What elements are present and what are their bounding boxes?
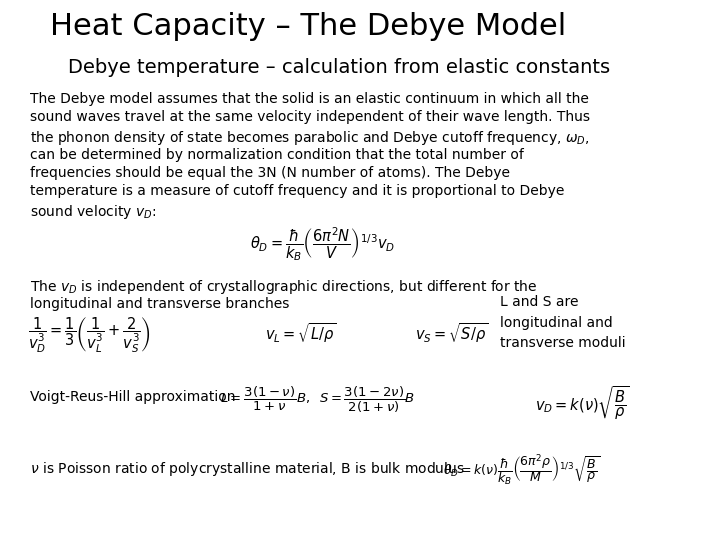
Text: The $v_D$ is independent of crystallographic directions, but different for the: The $v_D$ is independent of crystallogra…: [30, 278, 538, 296]
Text: sound waves travel at the same velocity independent of their wave length. Thus: sound waves travel at the same velocity …: [30, 111, 590, 125]
Text: $\theta_D = k(\nu)\dfrac{\hbar}{k_B}\left(\dfrac{6\pi^2\rho}{M}\right)^{1/3}\sqr: $\theta_D = k(\nu)\dfrac{\hbar}{k_B}\lef…: [443, 452, 600, 488]
Text: $v_D = k(\nu)\sqrt{\dfrac{B}{\rho}}$: $v_D = k(\nu)\sqrt{\dfrac{B}{\rho}}$: [535, 385, 630, 422]
Text: $v_L = \sqrt{L/\rho}$: $v_L = \sqrt{L/\rho}$: [265, 321, 336, 345]
Text: Voigt-Reus-Hill approximation: Voigt-Reus-Hill approximation: [30, 390, 235, 404]
Text: sound velocity $v_D$:: sound velocity $v_D$:: [30, 203, 156, 221]
Text: longitudinal and transverse branches: longitudinal and transverse branches: [30, 297, 289, 311]
Text: $\nu$ is Poisson ratio of polycrystalline material, B is bulk modulus: $\nu$ is Poisson ratio of polycrystallin…: [30, 460, 465, 478]
Text: The Debye model assumes that the solid is an elastic continuum in which all the: The Debye model assumes that the solid i…: [30, 92, 589, 106]
Text: temperature is a measure of cutoff frequency and it is proportional to Debye: temperature is a measure of cutoff frequ…: [30, 185, 564, 199]
Text: $\theta_D = \dfrac{\hbar}{k_B}\left(\dfrac{6\pi^2 N}{V}\right)^{1/3} v_D$: $\theta_D = \dfrac{\hbar}{k_B}\left(\dfr…: [250, 225, 395, 263]
Text: $L = \dfrac{3(1-\nu)}{1+\nu}B,\;\; S = \dfrac{3(1-2\nu)}{2(1+\nu)}B$: $L = \dfrac{3(1-\nu)}{1+\nu}B,\;\; S = \…: [220, 385, 415, 415]
Text: $v_S = \sqrt{S/\rho}$: $v_S = \sqrt{S/\rho}$: [415, 321, 488, 345]
Text: L and S are
longitudinal and
transverse moduli: L and S are longitudinal and transverse …: [500, 295, 626, 350]
Text: can be determined by normalization condition that the total number of: can be determined by normalization condi…: [30, 147, 524, 161]
Text: the phonon density of state becomes parabolic and Debye cutoff frequency, $\omeg: the phonon density of state becomes para…: [30, 129, 590, 147]
Text: Debye temperature – calculation from elastic constants: Debye temperature – calculation from ela…: [68, 58, 610, 77]
Text: Heat Capacity – The Debye Model: Heat Capacity – The Debye Model: [50, 12, 566, 41]
Text: $\dfrac{1}{v_D^3} = \dfrac{1}{3}\left(\dfrac{1}{v_L^3} + \dfrac{2}{v_S^3}\right): $\dfrac{1}{v_D^3} = \dfrac{1}{3}\left(\d…: [28, 315, 151, 355]
Text: frequencies should be equal the 3N (N number of atoms). The Debye: frequencies should be equal the 3N (N nu…: [30, 166, 510, 180]
